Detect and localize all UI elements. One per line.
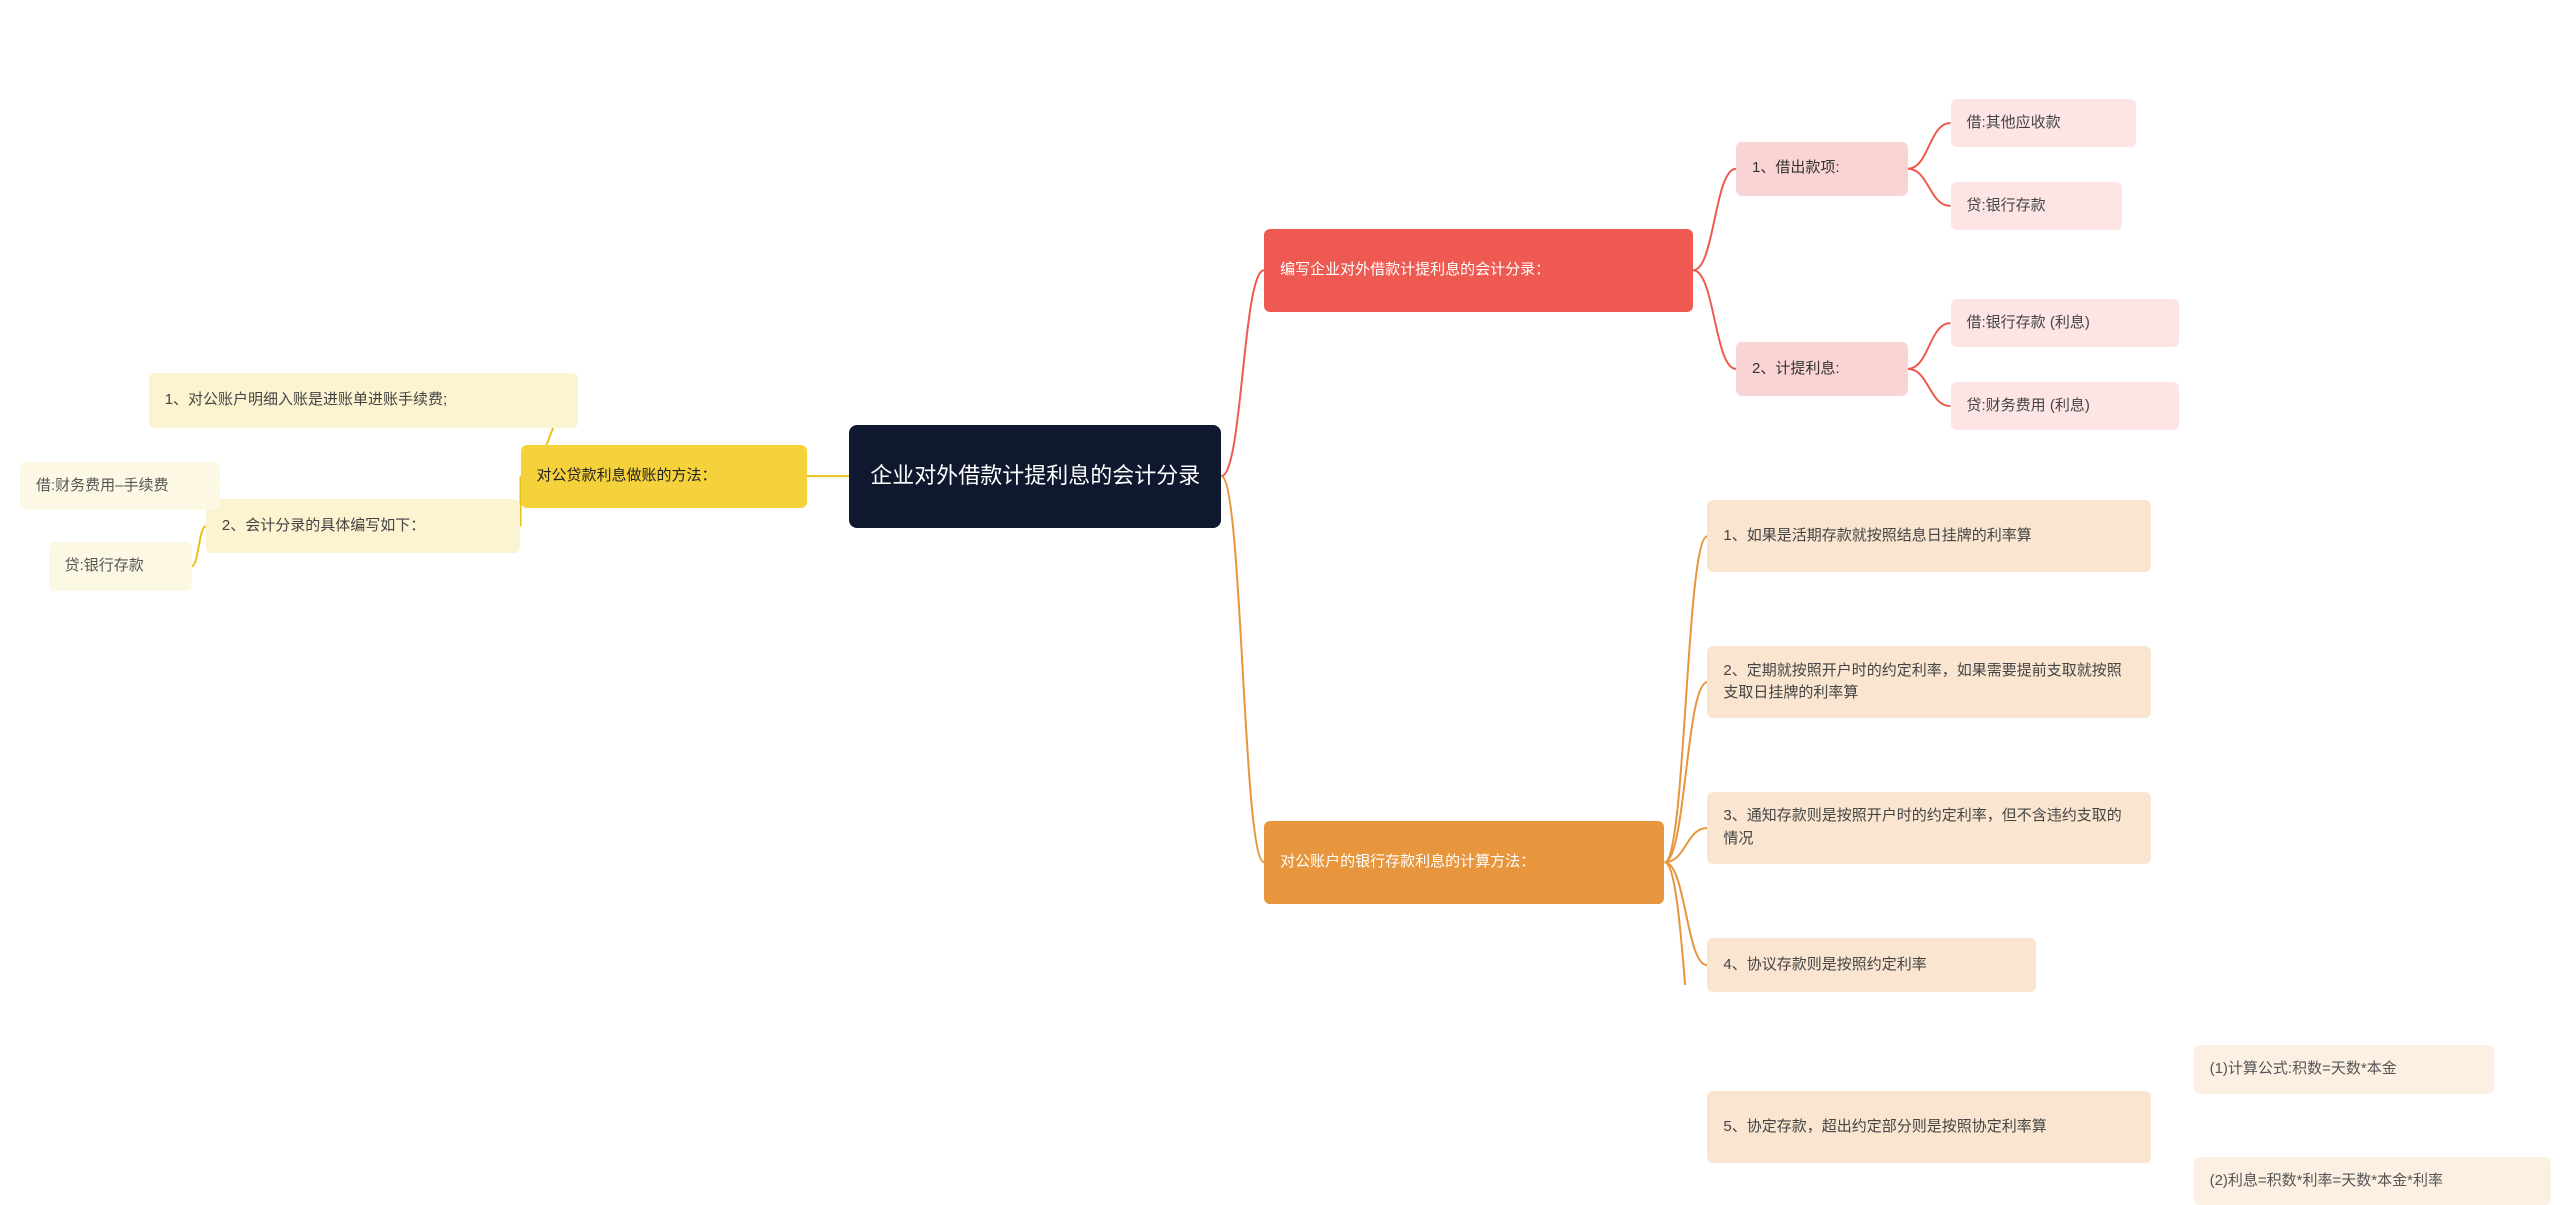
- left-branch: 对公贷款利息做账的方法：: [521, 445, 807, 508]
- left-child-0: 1、对公账户明细入账是进账单进账手续费;: [149, 373, 578, 427]
- left-child-1: 2、会计分录的具体编写如下：: [206, 499, 521, 553]
- left-gc-1: 贷:银行存款: [49, 542, 192, 591]
- orange-branch: 对公账户的银行存款利息的计算方法：: [1264, 821, 1664, 904]
- orange-child-2: 3、通知存款则是按照开户时的约定利率，但不含违约支取的情况: [1707, 792, 2150, 864]
- orange-child-1: 2、定期就按照开户时的约定利率，如果需要提前支取就按照支取日挂牌的利率算: [1707, 646, 2150, 718]
- left-gc-0: 借:财务费用–手续费: [20, 462, 220, 511]
- red-leaf2-1: 贷:财务费用 (利息): [1951, 382, 2180, 431]
- red-leaf1-1: 贷:银行存款: [1951, 182, 2123, 231]
- orange-leaf5-1: (2)利息=积数*利率=天数*本金*利率: [2194, 1157, 2552, 1205]
- red-child-0: 1、借出款项:: [1736, 142, 1908, 196]
- orange-child-3: 4、协议存款则是按照约定利率: [1707, 938, 2036, 992]
- red-branch: 编写企业对外借款计提利息的会计分录：: [1264, 229, 1693, 312]
- orange-child-4: 5、协定存款，超出约定部分则是按照协定利率算: [1707, 1091, 2150, 1163]
- red-leaf2-0: 借:银行存款 (利息): [1951, 299, 2180, 348]
- red-child-1: 2、计提利息:: [1736, 342, 1908, 396]
- orange-child-0: 1、如果是活期存款就按照结息日挂牌的利率算: [1707, 500, 2150, 572]
- red-leaf1-0: 借:其他应收款: [1951, 99, 2137, 148]
- root-node: 企业对外借款计提利息的会计分录: [849, 425, 1221, 528]
- orange-leaf5-0: (1)计算公式:积数=天数*本金: [2194, 1045, 2494, 1094]
